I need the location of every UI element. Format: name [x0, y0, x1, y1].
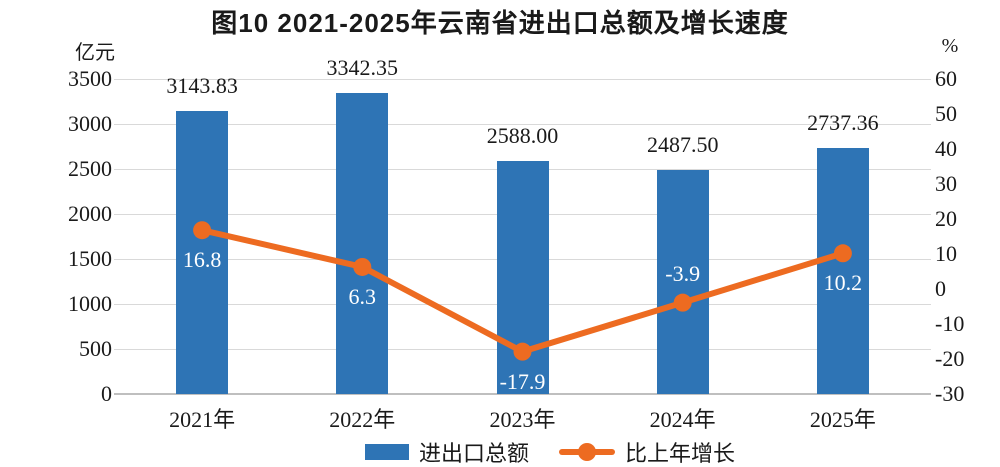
legend-bar-swatch [364, 444, 409, 460]
right-axis-tick: 50 [935, 101, 957, 126]
left-axis-tick: 2000 [68, 201, 112, 226]
left-axis-tick: 1000 [68, 291, 112, 316]
bar-value-label: 2588.00 [486, 123, 559, 149]
growth-value-label: -3.9 [665, 260, 701, 286]
left-axis-tick: 1500 [68, 246, 112, 271]
right-axis-tick: 0 [935, 276, 946, 301]
legend-line-swatch [559, 443, 615, 461]
legend-label-total: 进出口总额 [418, 441, 529, 466]
bar-value-label: 2487.50 [646, 132, 719, 158]
left-axis-tick: 2500 [68, 156, 112, 181]
right-axis-tick: 60 [935, 66, 957, 91]
left-axis-unit: 亿元 [75, 42, 115, 64]
growth-value-label: -17.9 [499, 368, 546, 394]
x-axis-label: 2023年 [489, 407, 556, 432]
x-axis-label: 2022年 [329, 407, 396, 432]
growth-value-label: 16.8 [182, 247, 222, 273]
left-axis-tick: 3000 [68, 111, 112, 136]
right-axis-tick: -10 [935, 311, 965, 336]
right-axis-tick: -30 [935, 381, 965, 406]
right-axis-tick: 20 [935, 206, 957, 231]
growth-value-label: 6.3 [348, 283, 377, 309]
left-axis-tick: 3500 [68, 66, 112, 91]
legend-item-total: 进出口总额 [364, 436, 529, 467]
right-axis-tick: 10 [935, 241, 957, 266]
bar-value-label: 3143.83 [166, 73, 238, 99]
x-axis-label: 2024年 [649, 407, 716, 432]
right-axis-tick: 30 [935, 171, 957, 196]
legend-item-growth: 比上年增长 [559, 436, 735, 467]
left-axis-tick: 500 [79, 336, 112, 361]
right-axis-tick: 40 [935, 136, 957, 161]
left-axis-tick: 0 [101, 381, 112, 406]
x-axis-line [114, 393, 931, 395]
legend-label-growth: 比上年增长 [625, 441, 736, 466]
bar-value-label: 2737.36 [807, 109, 879, 135]
x-axis-label: 2025年 [809, 407, 876, 432]
x-axis-label: 2021年 [169, 407, 236, 432]
growth-value-label: 10.2 [823, 270, 863, 296]
right-axis-unit: % [941, 35, 959, 57]
bar-value-label: 3342.35 [326, 55, 399, 81]
chart-title: 图10 2021-2025年云南省进出口总额及增长速度 [211, 8, 789, 38]
gridline [114, 78, 931, 80]
legend-line-marker-icon [578, 443, 596, 461]
right-axis-tick: -20 [935, 346, 965, 371]
gridline [114, 123, 931, 125]
bar [336, 93, 389, 394]
legend: 进出口总额 比上年增长 [0, 441, 1000, 466]
bar [496, 161, 549, 394]
